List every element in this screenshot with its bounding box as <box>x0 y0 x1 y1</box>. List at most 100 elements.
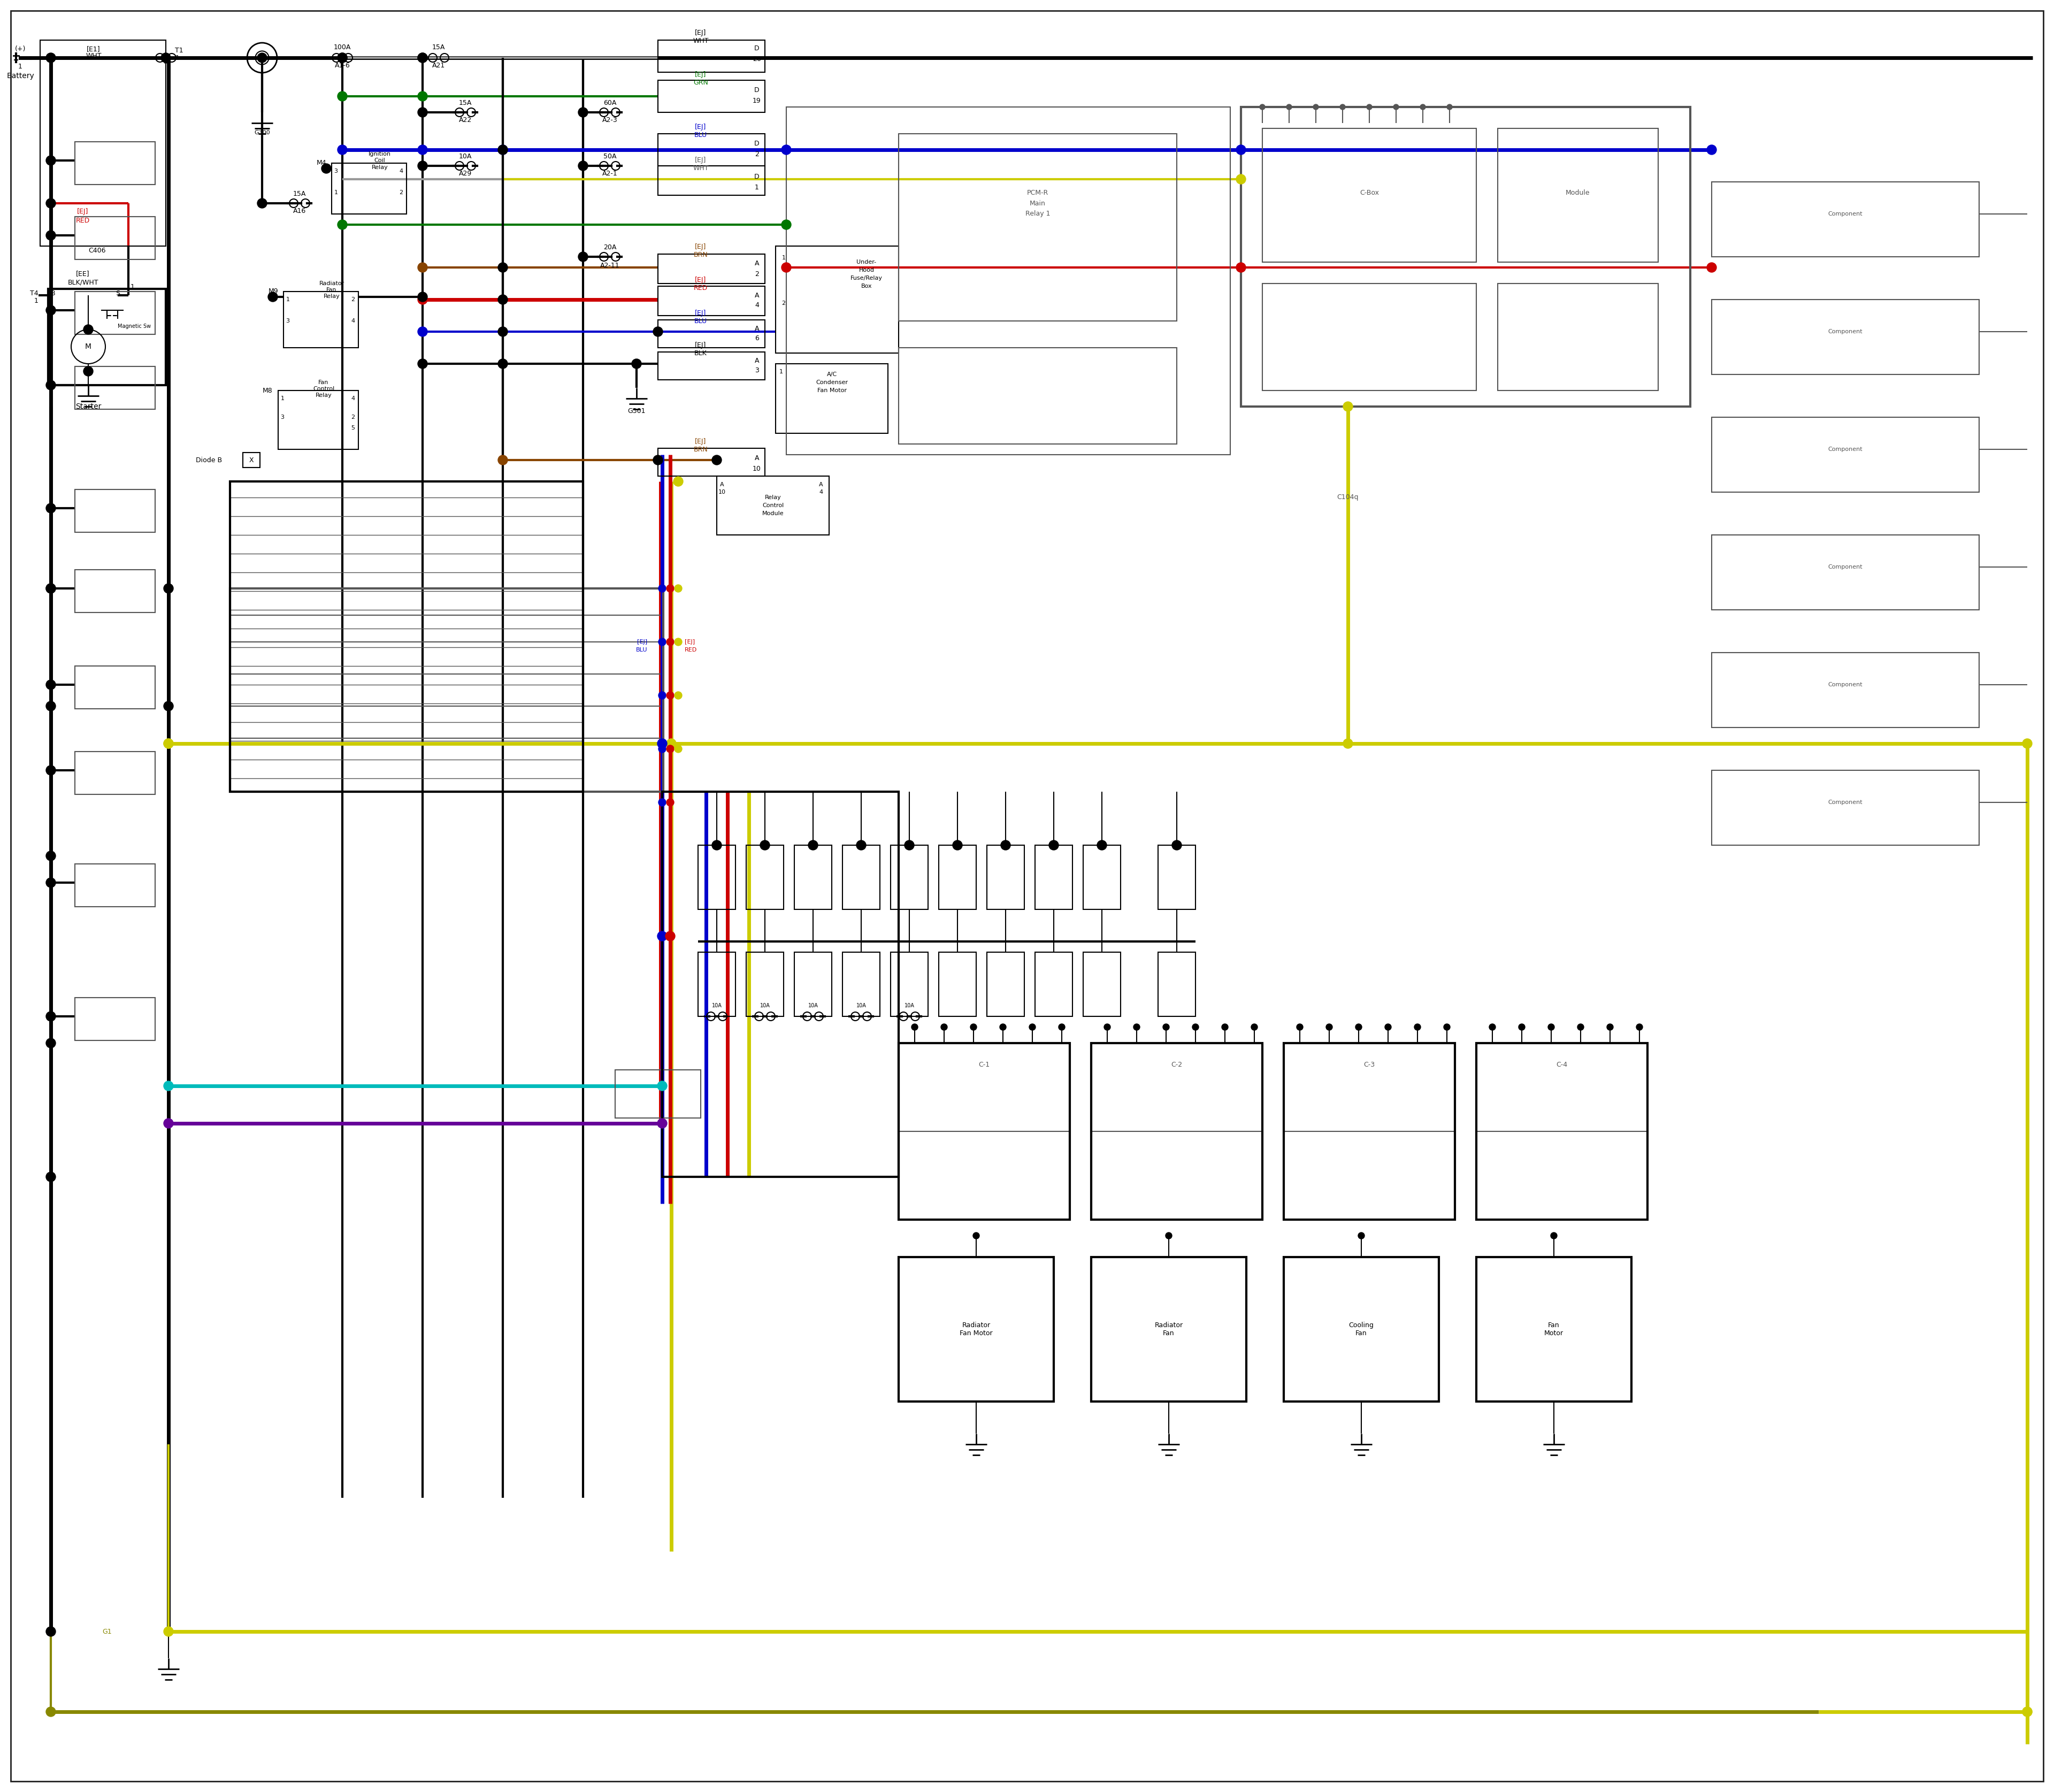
Circle shape <box>417 54 427 63</box>
Circle shape <box>45 54 55 63</box>
Circle shape <box>760 840 770 849</box>
Circle shape <box>1419 104 1425 109</box>
Text: 3: 3 <box>281 414 283 419</box>
Circle shape <box>657 1118 668 1129</box>
Text: 10A: 10A <box>904 1004 914 1009</box>
Text: 15A: 15A <box>294 190 306 197</box>
Text: M8: M8 <box>263 387 273 394</box>
Circle shape <box>497 263 507 272</box>
Circle shape <box>674 638 682 645</box>
Circle shape <box>665 584 674 591</box>
Circle shape <box>337 145 347 154</box>
Text: Fan: Fan <box>327 287 337 292</box>
Circle shape <box>1000 1023 1006 1030</box>
Text: M9: M9 <box>269 289 277 296</box>
Text: Relay: Relay <box>764 495 781 500</box>
Text: A2-3: A2-3 <box>602 116 618 124</box>
Circle shape <box>337 54 347 63</box>
Circle shape <box>665 738 676 749</box>
Circle shape <box>2023 1708 2031 1717</box>
Bar <box>657 351 764 380</box>
Circle shape <box>1222 1023 1228 1030</box>
Text: Component: Component <box>1828 683 1863 688</box>
Bar <box>230 482 583 792</box>
Bar <box>1082 952 1121 1016</box>
Text: Condenser: Condenser <box>815 380 848 385</box>
Text: A: A <box>754 324 760 332</box>
Text: Component: Component <box>1828 446 1863 452</box>
Bar <box>891 952 928 1016</box>
Circle shape <box>164 738 173 749</box>
Text: Ignition: Ignition <box>368 151 390 156</box>
Bar <box>74 366 156 409</box>
Text: A29: A29 <box>458 170 472 177</box>
Text: 3: 3 <box>335 168 337 174</box>
Circle shape <box>497 294 507 305</box>
Circle shape <box>1637 1023 1643 1030</box>
Text: G301: G301 <box>629 407 645 414</box>
Bar <box>657 254 764 283</box>
Text: [EJ]: [EJ] <box>694 124 707 131</box>
Bar <box>74 998 156 1041</box>
Text: Component: Component <box>1828 211 1863 217</box>
Circle shape <box>659 745 665 753</box>
Text: Battery: Battery <box>6 72 35 79</box>
Circle shape <box>657 932 668 941</box>
Bar <box>242 453 261 468</box>
Text: S: S <box>115 290 119 297</box>
Circle shape <box>1518 1023 1524 1030</box>
Circle shape <box>1173 840 1181 849</box>
Bar <box>47 289 166 385</box>
Circle shape <box>1707 263 1717 272</box>
Text: 1: 1 <box>754 185 760 190</box>
Text: D: D <box>754 45 760 52</box>
Circle shape <box>337 220 347 229</box>
Bar <box>1711 536 1980 609</box>
Circle shape <box>1259 104 1265 109</box>
Circle shape <box>857 840 867 849</box>
Text: A: A <box>754 455 760 461</box>
Text: A: A <box>721 482 725 487</box>
Text: BLK: BLK <box>694 349 707 357</box>
Bar <box>1711 771 1980 846</box>
Circle shape <box>337 91 347 100</box>
Text: Control: Control <box>312 387 335 392</box>
Circle shape <box>497 326 507 337</box>
Circle shape <box>497 455 507 464</box>
Text: 1: 1 <box>335 190 337 195</box>
Circle shape <box>45 1627 55 1636</box>
Text: 4: 4 <box>398 168 403 174</box>
Bar <box>986 952 1025 1016</box>
Circle shape <box>953 840 961 849</box>
Circle shape <box>1000 840 1011 849</box>
Circle shape <box>579 253 587 262</box>
Bar <box>74 489 156 532</box>
Text: 1: 1 <box>175 54 179 61</box>
Text: BLU: BLU <box>694 317 707 324</box>
Bar <box>986 846 1025 909</box>
Bar <box>900 1256 1054 1401</box>
Bar <box>277 391 357 450</box>
Circle shape <box>417 358 427 369</box>
Text: Hood: Hood <box>859 267 875 272</box>
Circle shape <box>84 324 92 335</box>
Circle shape <box>1237 145 1247 154</box>
Circle shape <box>653 326 663 337</box>
Text: PCM-R: PCM-R <box>1027 190 1048 195</box>
Circle shape <box>84 366 92 376</box>
Bar <box>74 292 156 335</box>
Circle shape <box>1237 174 1247 185</box>
Text: [EE]: [EE] <box>76 271 90 278</box>
Circle shape <box>1327 1023 1333 1030</box>
Circle shape <box>1446 104 1452 109</box>
Text: [EJ]: [EJ] <box>78 208 88 215</box>
Circle shape <box>904 840 914 849</box>
Bar <box>331 163 407 213</box>
Bar <box>842 952 879 1016</box>
Text: 1: 1 <box>131 283 136 290</box>
Text: C-2: C-2 <box>1171 1061 1183 1068</box>
Bar <box>657 321 764 348</box>
Circle shape <box>1237 263 1247 272</box>
Bar <box>657 448 764 477</box>
Circle shape <box>417 91 427 100</box>
